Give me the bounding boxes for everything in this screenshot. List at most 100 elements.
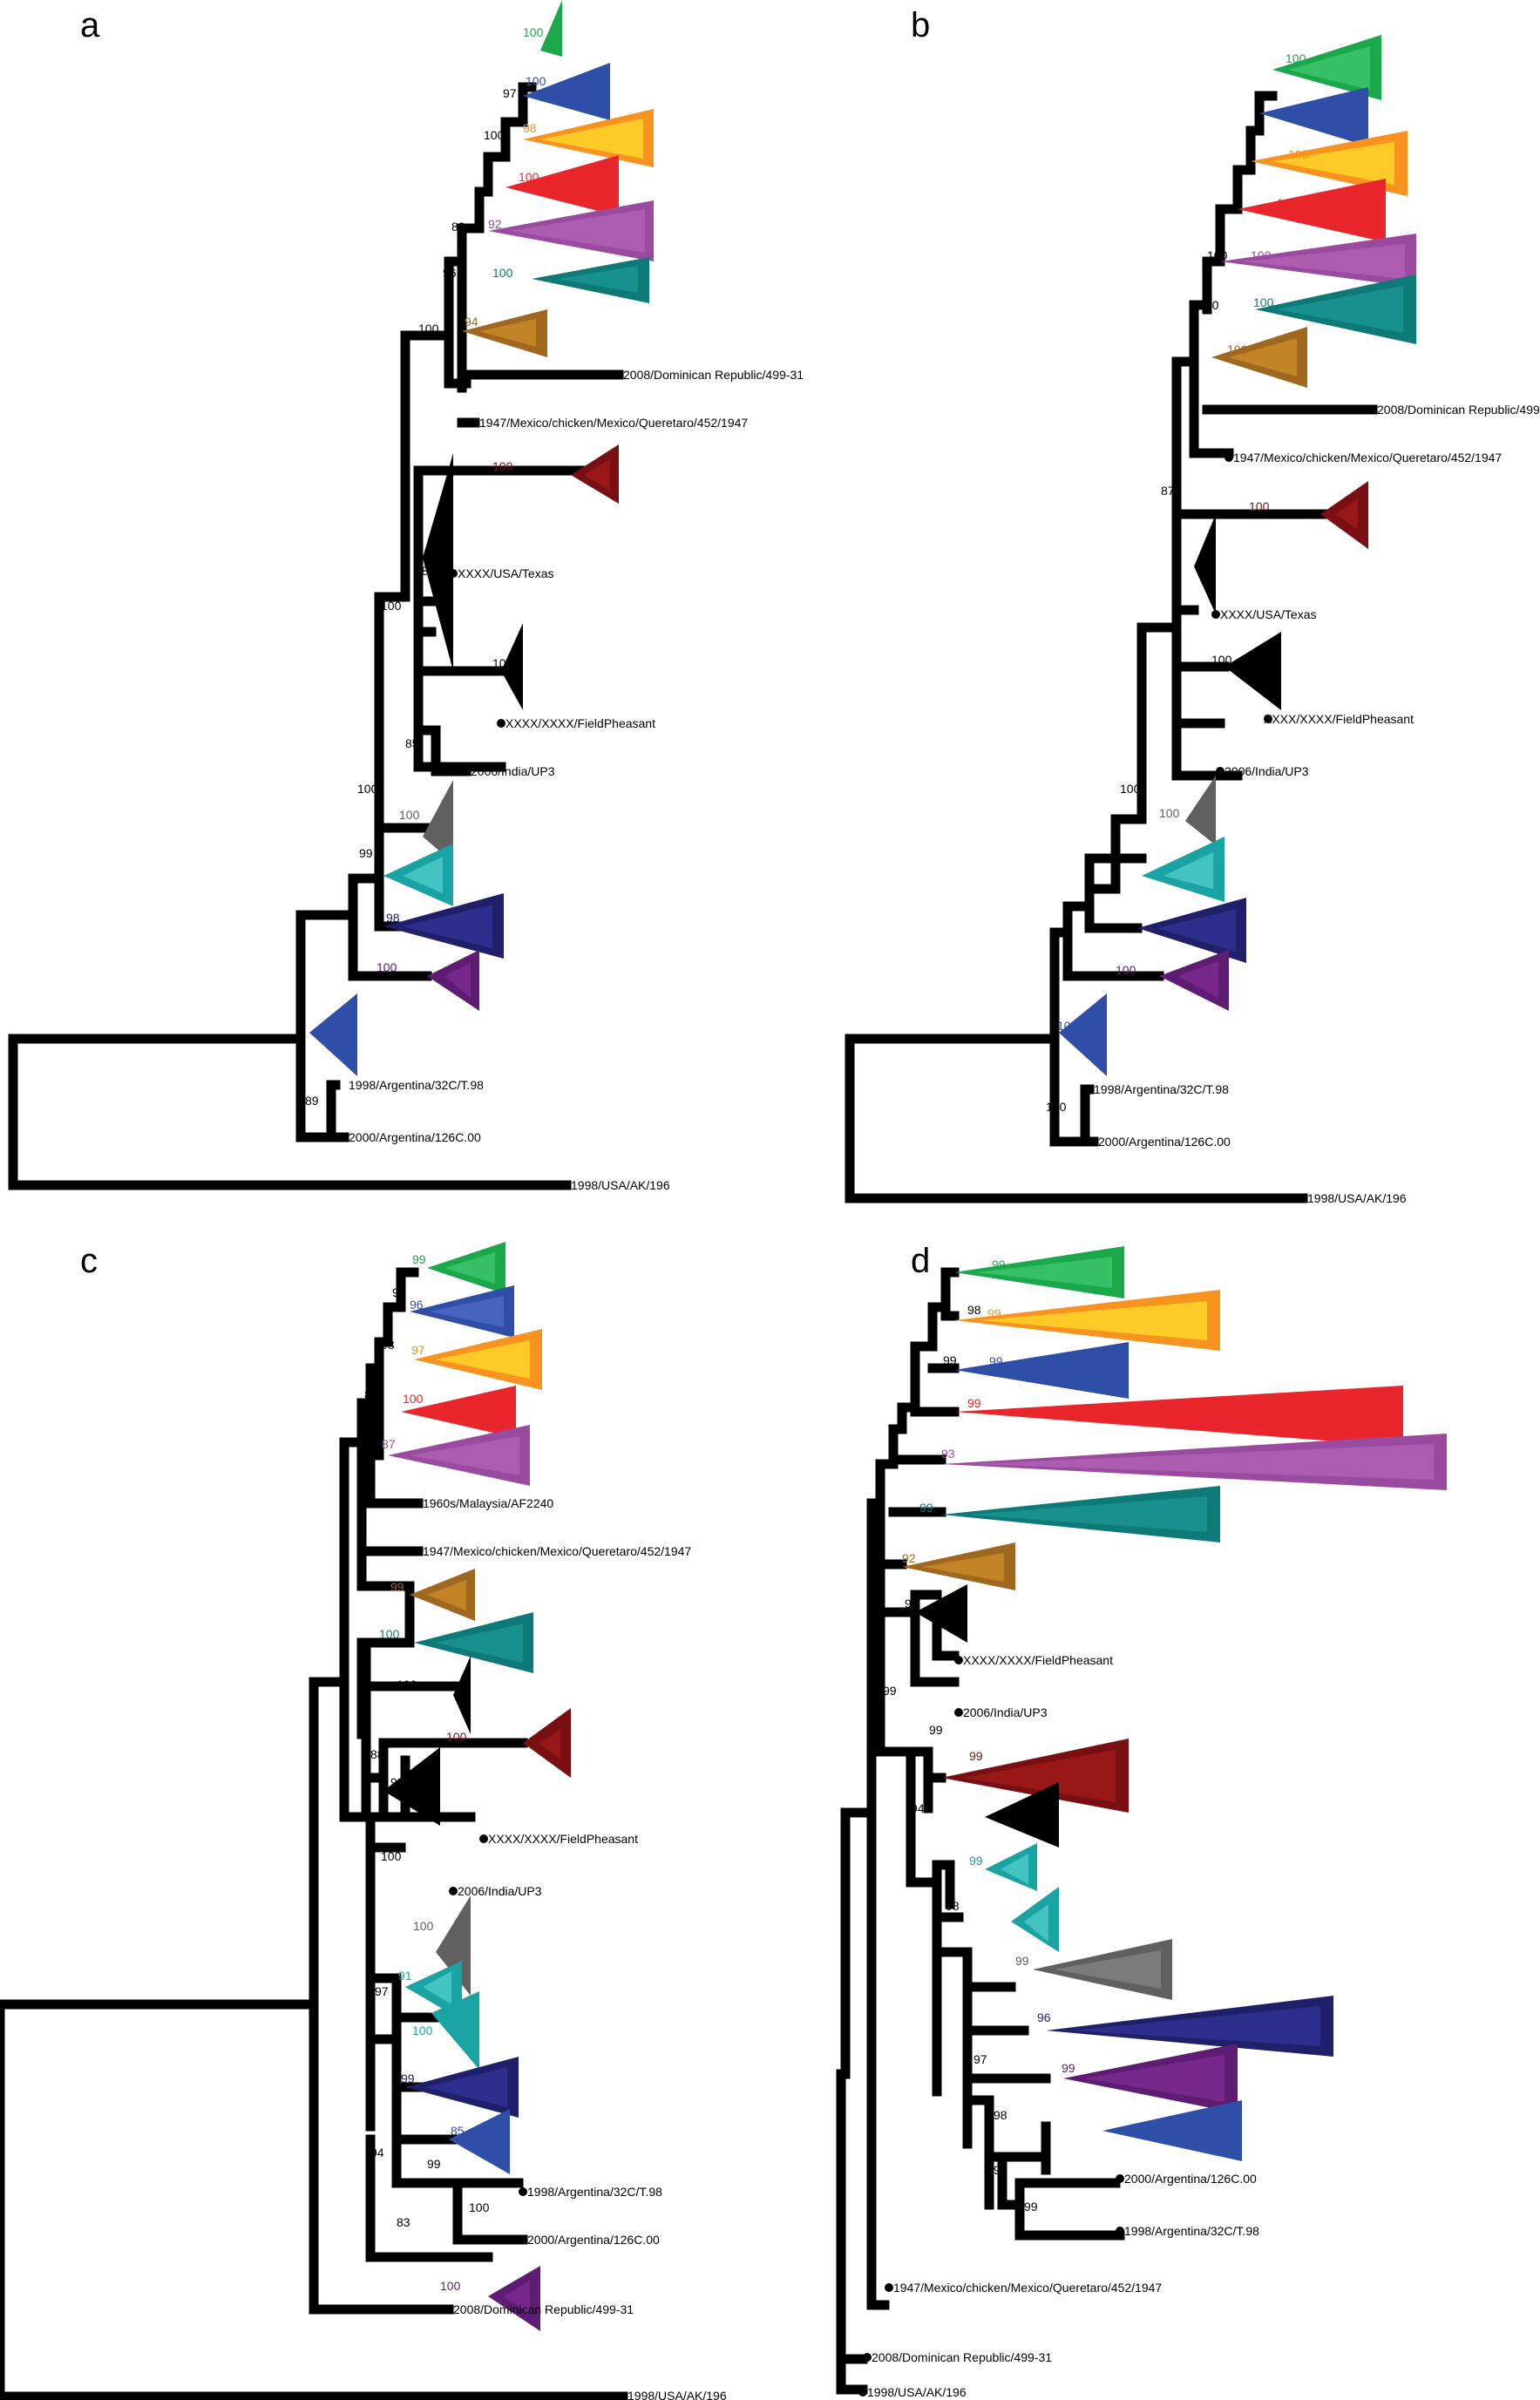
- support-value: 100: [379, 1627, 400, 1641]
- panel-c-letter: c: [80, 1242, 98, 1280]
- support-value: 92: [902, 1551, 916, 1565]
- tip-label: 2000/Argentina/126C.00: [1124, 2172, 1257, 2186]
- support-value: 98: [994, 2108, 1007, 2122]
- support-value: 100: [469, 2200, 490, 2214]
- support-value: 100: [484, 128, 505, 142]
- support-value: 100: [519, 170, 539, 184]
- support-value: 99: [883, 1684, 897, 1698]
- support-value: 92: [488, 217, 502, 231]
- panel-c-tip-labels: 1960s/Malaysia/AF2240 1947/Mexico/chicke…: [423, 1496, 727, 2400]
- support-value: 94: [465, 315, 478, 329]
- support-value: 100: [399, 808, 420, 822]
- support-value: 100: [381, 599, 402, 613]
- tip-label: XXXX/XXXX/FieldPheasant: [963, 1653, 1113, 1667]
- support-value: 97: [411, 1343, 425, 1357]
- support-value: 100: [403, 1392, 424, 1406]
- support-value: 83: [397, 2215, 410, 2229]
- panel-d-branches: [836, 1267, 1125, 2395]
- support-value: 100: [526, 74, 546, 88]
- tip-label: 2000/Argentina/126C.00: [1098, 1135, 1231, 1149]
- panel-c-collapsed-clades: [383, 1242, 571, 2331]
- tip-label: 1947/Mexico/chicken/Mexico/Queretaro/452…: [1233, 451, 1502, 464]
- support-value: 100: [1288, 147, 1309, 161]
- panel-a-collapsed-clades: [309, 0, 654, 1076]
- support-value: 99: [992, 1258, 1006, 1271]
- tip-label: 1998/Argentina/32C/T.98: [1094, 1082, 1229, 1096]
- support-value: 88: [370, 1747, 384, 1761]
- support-value: 99: [412, 1252, 426, 1266]
- panel-a-branches: [8, 82, 624, 1190]
- support-value: 99: [969, 1854, 983, 1868]
- support-value: 100: [418, 322, 439, 336]
- support-value: 94: [911, 1801, 925, 1815]
- panel-b-tip-dots: [1085, 405, 1377, 1203]
- support-value: 100: [1249, 499, 1270, 513]
- panel-b-letter: b: [911, 6, 930, 44]
- support-value: 100: [492, 266, 513, 280]
- tip-label: 1998/USA/AK/196: [867, 2385, 967, 2399]
- support-value: 85: [451, 2124, 465, 2138]
- support-value: 100: [523, 25, 544, 39]
- support-value: 100: [412, 2024, 433, 2037]
- panel-c-branches: [0, 1267, 628, 2400]
- support-value: 100: [1227, 342, 1248, 356]
- panel-b-collapsed-clades: [1059, 35, 1416, 1076]
- support-value: 96: [443, 266, 457, 280]
- panel-b-branches: [845, 91, 1378, 1203]
- tip-label: 1998/USA/AK/196: [571, 1178, 670, 1192]
- support-value: 99: [924, 1675, 938, 1689]
- support-value: 100: [1286, 51, 1306, 65]
- tip-label: XXXX/XXXX/FieldPheasant: [488, 1832, 638, 1846]
- tip-label: 2006/India/UP3: [471, 764, 555, 778]
- tip-label: 1947/Mexico/chicken/Mexico/Queretaro/452…: [423, 1544, 691, 1558]
- support-value: 99: [929, 1723, 943, 1737]
- panel-a: a: [8, 0, 804, 1192]
- support-value: 100: [1290, 102, 1311, 116]
- support-value: 98: [967, 1303, 981, 1317]
- support-value: 100: [1277, 196, 1298, 210]
- support-value: 99: [987, 1306, 1001, 1320]
- panel-d-collapsed-clades: [902, 1246, 1447, 2161]
- panel-d-letter: d: [911, 1242, 930, 1280]
- support-value: 100: [397, 1678, 417, 1692]
- support-value: 99: [943, 1353, 957, 1367]
- panel-d-tip-labels: XXXX/XXXX/FieldPheasant 2006/India/UP3 2…: [867, 1653, 1259, 2399]
- panel-c-support-values: 99 94 96 98 97 88 100 87 99 100 100 100 …: [364, 1252, 490, 2293]
- tip-label: 1998/Argentina/32C/T.98: [349, 1078, 484, 1092]
- support-value: 99: [1015, 1954, 1029, 1968]
- tip-label: 2008/Dominican Republic/499-31: [453, 2302, 634, 2316]
- support-value: 96: [1037, 2010, 1051, 2024]
- support-value: 93: [941, 1447, 955, 1461]
- tip-label: 2008/Dominican Republic/499-31: [1377, 403, 1540, 417]
- panel-d-tip-dots: [858, 1656, 1124, 2397]
- support-value: 97: [375, 1984, 389, 1998]
- support-value: 100: [357, 782, 378, 796]
- support-value: 94: [370, 2146, 384, 2159]
- support-value: 99: [1062, 2061, 1075, 2075]
- support-value: 99: [390, 1580, 404, 1594]
- tip-label: XXXX/XXXX/FieldPheasant: [1264, 712, 1414, 726]
- support-value: 97: [974, 2052, 987, 2066]
- support-value: 99: [390, 1775, 404, 1789]
- support-value: 100: [1207, 248, 1228, 262]
- support-value: 100: [446, 1730, 467, 1744]
- tip-label: 1998/Argentina/32C/T.98: [1124, 2224, 1259, 2238]
- tip-label: XXXX/USA/Texas: [1220, 607, 1317, 621]
- tip-label: 2008/Dominican Republic/499-31: [623, 368, 804, 382]
- support-value: 89: [305, 1094, 319, 1108]
- support-value: 98: [386, 911, 400, 925]
- support-value: 100: [492, 656, 513, 670]
- panel-a-support-values: 100 100 97 98 100 100 83 92 96 100 100 9…: [305, 25, 546, 1108]
- support-value: 99: [967, 1396, 981, 1410]
- tip-label: 1947/Mexico/chicken/Mexico/Queretaro/452…: [893, 2281, 1162, 2295]
- tip-label: 2006/India/UP3: [963, 1705, 1048, 1719]
- support-value: 99: [401, 2071, 415, 2085]
- tip-label: 1998/Argentina/32C/T.98: [527, 2185, 662, 2199]
- support-value: 99: [359, 846, 373, 860]
- support-value: 100: [440, 2279, 461, 2293]
- tip-label: 1960s/Malaysia/AF2240: [423, 1496, 553, 1510]
- support-value: 99: [427, 2157, 441, 2171]
- support-value: 100: [1116, 963, 1136, 977]
- support-value: 100: [1211, 653, 1232, 667]
- support-value: 99: [919, 1501, 933, 1515]
